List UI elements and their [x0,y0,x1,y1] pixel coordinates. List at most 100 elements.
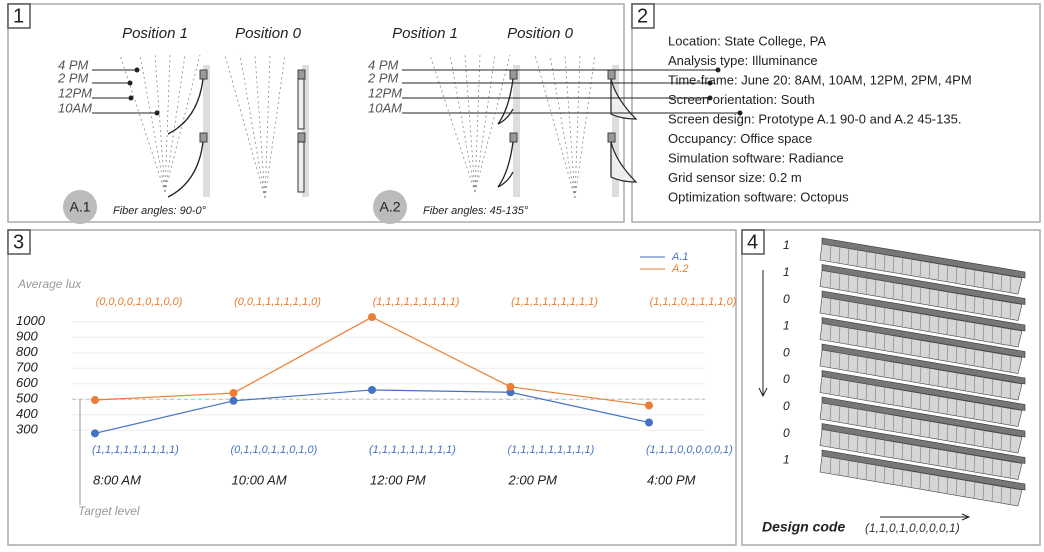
time-dot [135,68,140,73]
panel2-text: Location: State College, PA Analysis type… [668,33,972,204]
chart: Average lux3004005006007008009001000Targ… [16,251,737,518]
target-label: Target level [78,504,140,518]
design-digit: 1 [783,453,790,467]
design-code: (0,0,0,0,1,0,1,0,0) [96,296,183,308]
sun-ray [550,55,575,198]
data-point [645,401,653,409]
sun-ray [140,55,165,192]
legend-label: A.2 [671,263,689,275]
design-code: (1,1,1,1,1,1,1,1,1) [508,444,595,456]
time-dot [155,111,160,116]
sun-ray [465,55,475,192]
position-heading: Position 1 [122,25,188,42]
design-code: (1,1,1,1,1,1,1,1,1) [369,444,456,456]
position-heading: Position 0 [235,25,302,42]
info-line: Location: State College, PA [668,33,826,48]
design-code: (1,1,1,1,1,1,1,1,1) [92,444,179,456]
data-point [91,396,99,404]
info-line: Occupancy: Office space [668,131,812,146]
position-heading: Position 1 [392,25,458,42]
screen-head [608,70,615,79]
data-point [91,429,99,437]
time-label: 2 PM [367,70,399,85]
sun-ray [475,55,480,192]
screen-fiber [168,79,203,134]
screen-fiber [298,79,304,129]
design-digit: 1 [783,265,790,279]
time-label: 12PM [58,85,92,100]
sun-ray [475,55,510,192]
y-tick-label: 300 [16,422,38,437]
screen-fiber [168,142,203,197]
design-digit: 0 [783,372,790,386]
sun-ray [120,55,165,192]
info-line: Time-frame: June 20: 8AM, 10AM, 12PM, 2P… [668,72,972,87]
wall [203,65,210,197]
screen-head [510,133,517,142]
prototype-caption: Fiber angles: 90-0° [113,205,207,217]
panel-number: 1 [13,5,24,27]
sun-ray [535,55,575,198]
y-tick-label: 1000 [16,313,46,328]
time-dot [128,81,133,86]
data-point [507,383,515,391]
data-point [368,386,376,394]
info-line: Optimization software: Octopus [668,189,849,204]
design-code: (1,1,1,0,1,1,1,1,0) [650,296,737,308]
x-tick-label: 12:00 PM [370,472,426,487]
time-label: 2 PM [57,70,89,85]
design-digit: 0 [783,345,790,359]
screen-head [298,133,305,142]
design-code-value: (1,1,0,1,0,0,0,0,1) [865,521,960,535]
time-label: 10AM [58,100,92,115]
info-line: Screen design: Prototype A.1 90-0 and A.… [668,111,961,126]
panel-number: 2 [637,5,648,27]
sun-ray [265,55,270,198]
info-line: Screen orientation: South [668,92,815,107]
sun-ray [165,55,170,192]
sun-ray [430,55,475,192]
x-tick-label: 4:00 PM [647,472,696,487]
design-digit: 0 [783,292,790,306]
y-tick-label: 600 [16,375,38,390]
design-code: (0,0,1,1,1,1,1,1,0) [234,296,321,308]
prototype-name: A.1 [69,199,90,215]
y-tick-label: 900 [16,329,38,344]
sun-ray [155,55,165,192]
y-tick-label: 500 [16,391,38,406]
info-line: Analysis type: Illuminance [668,53,818,68]
screen-head [608,133,615,142]
prototype-name: A.2 [379,199,400,215]
sun-ray [265,55,285,198]
design-code: (1,1,1,1,1,1,1,1,1) [373,296,460,308]
position-heading: Position 0 [507,25,574,42]
page: {"panel_labels":["1","2","3","4"], "pane… [0,0,1044,547]
design-digit: 0 [783,399,790,413]
series-line [95,390,649,433]
screen-head [510,70,517,79]
sun-ray [255,55,265,198]
time-dot [129,96,134,101]
info-line: Grid sensor size: 0.2 m [668,170,802,185]
figure: 1 2 3 4 Position 1 Position 0 Position 1… [0,0,1044,547]
panel-number: 4 [747,231,758,253]
design-digit: 0 [783,426,790,440]
x-tick-label: 8:00 AM [93,472,141,487]
data-point [645,419,653,427]
sun-ray [575,55,580,198]
panel4-drawing: 110100001Design code(1,1,0,1,0,0,0,0,1) [759,238,1025,535]
sun-ray [240,55,265,198]
data-point [230,389,238,397]
sun-ray [565,55,575,198]
sun-ray [450,55,475,192]
sun-ray [225,55,265,198]
design-digit: 1 [783,238,790,252]
y-axis-label: Average lux [17,277,82,291]
data-point [368,313,376,321]
data-point [230,397,238,405]
screen-fiber [298,142,304,192]
sun-ray [575,55,595,198]
x-tick-label: 2:00 PM [508,472,558,487]
y-tick-label: 400 [16,406,38,421]
legend-label: A.1 [671,251,689,263]
